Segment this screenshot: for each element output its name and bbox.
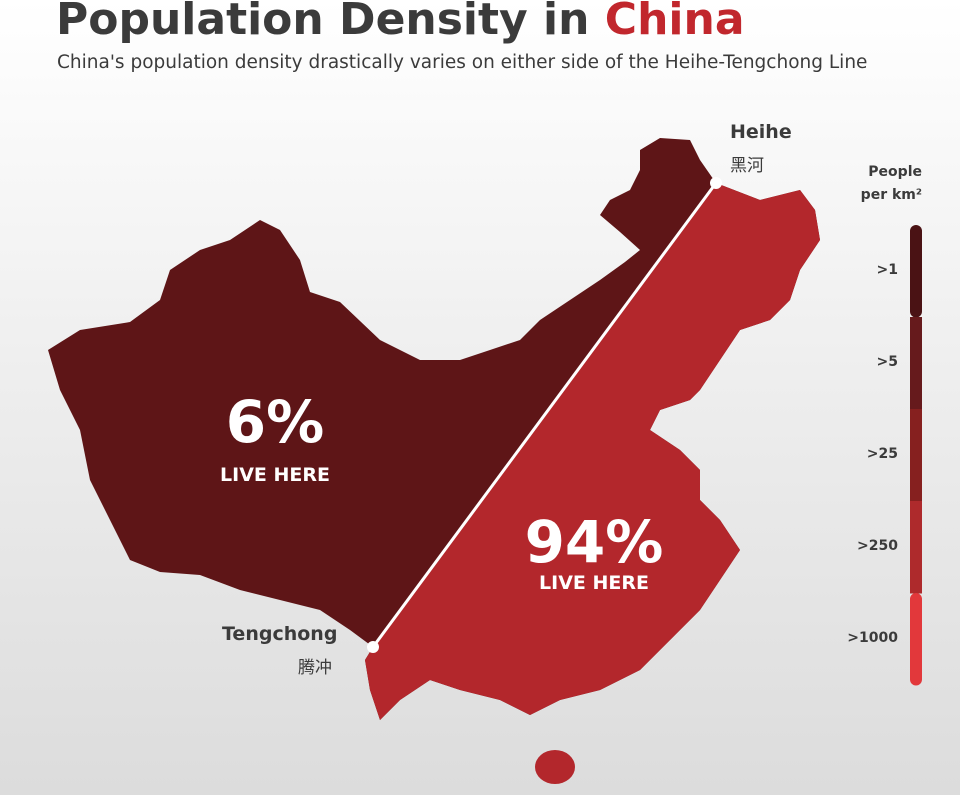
legend-title-line: per km² xyxy=(860,187,922,203)
place-native: 腾冲 xyxy=(298,658,332,678)
region-caption: LIVE HERE xyxy=(539,572,649,594)
legend-swatch xyxy=(910,409,922,502)
place-native: 黑河 xyxy=(730,156,764,176)
subtitle: China's population density drastically v… xyxy=(57,52,868,73)
legend-label: >5 xyxy=(876,354,898,370)
legend-swatch xyxy=(910,501,922,594)
legend-bar xyxy=(910,225,922,686)
legend-title-line: People xyxy=(868,164,922,180)
place-name: Heihe xyxy=(730,121,792,143)
legend-swatch xyxy=(910,225,922,318)
legend-title: People per km² xyxy=(832,161,922,207)
legend-label: >1 xyxy=(876,262,898,278)
title-highlight: China xyxy=(604,0,745,45)
legend-swatch xyxy=(910,593,922,686)
heihe-tengchong-line xyxy=(371,182,718,648)
legend-label: >25 xyxy=(866,446,898,462)
title-prefix: Population Density in xyxy=(56,0,590,45)
tengchong-dot xyxy=(367,641,379,653)
place-name: Tengchong xyxy=(222,623,338,645)
region-share: 6% xyxy=(225,388,325,456)
hainan xyxy=(535,750,575,784)
heihe-dot xyxy=(710,177,722,189)
region-share: 94% xyxy=(524,508,664,576)
china-fill xyxy=(48,138,820,720)
title: Population Density in China xyxy=(56,0,745,45)
legend-label: >1000 xyxy=(847,630,898,646)
region-caption: LIVE HERE xyxy=(220,464,330,486)
legend-swatch xyxy=(910,317,922,410)
legend-label: >250 xyxy=(857,538,898,554)
